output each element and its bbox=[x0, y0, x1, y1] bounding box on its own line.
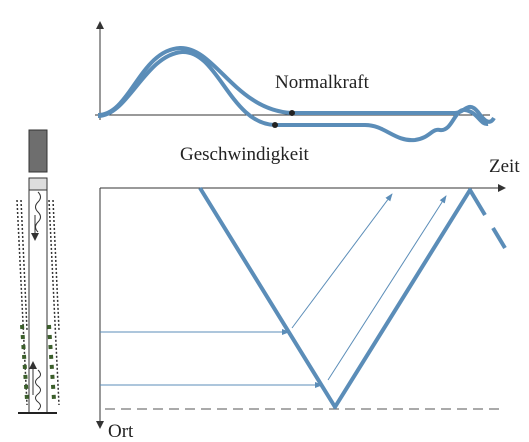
block bbox=[29, 130, 47, 172]
point bbox=[272, 122, 278, 128]
spring bbox=[36, 370, 41, 410]
spring bbox=[36, 192, 41, 232]
velocity-curve bbox=[98, 52, 488, 140]
point bbox=[289, 110, 295, 116]
piston bbox=[29, 178, 47, 190]
arrow bbox=[328, 196, 446, 380]
label: Normalkraft bbox=[275, 72, 370, 93]
label: Geschwindigkeit bbox=[180, 144, 309, 165]
label: Zeit bbox=[489, 156, 520, 177]
arrow bbox=[292, 194, 392, 328]
trajectory bbox=[200, 188, 485, 407]
hatching bbox=[17, 200, 59, 405]
diagram: Normalkraft Geschwindigkeit Zeit Ort bbox=[0, 0, 529, 442]
label: Ort bbox=[108, 421, 134, 442]
trajectory-dash bbox=[493, 228, 505, 248]
